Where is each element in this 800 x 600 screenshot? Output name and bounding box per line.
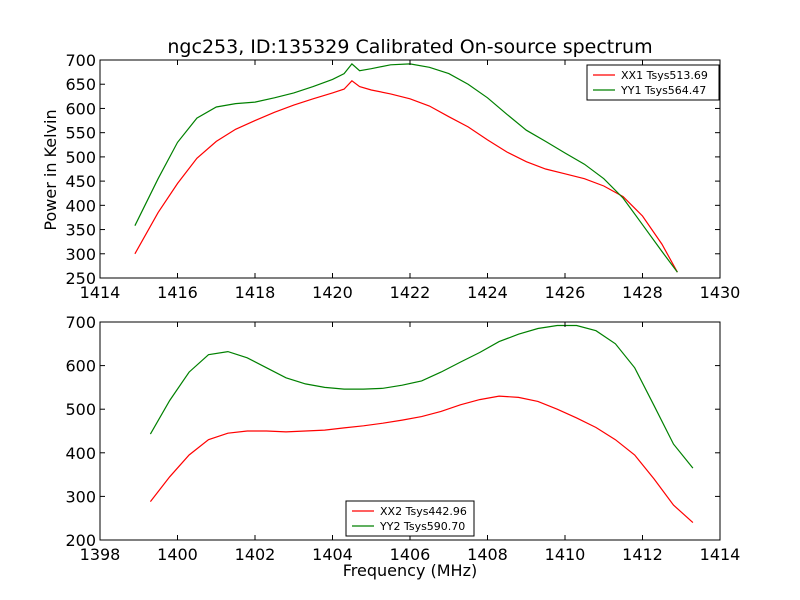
y-tick-label: 300	[65, 487, 96, 506]
series-line-yy	[134, 63, 678, 273]
y-tick-label: 500	[65, 148, 96, 167]
x-tick-label: 1414	[80, 283, 121, 302]
legend-entry-label: XX2 Tsys442.96	[380, 505, 467, 518]
series-line-yy	[149, 324, 694, 469]
x-tick-label: 1420	[312, 283, 353, 302]
y-tick-label: 600	[65, 357, 96, 376]
x-tick-label: 1424	[467, 283, 508, 302]
y-tick-label: 450	[65, 172, 96, 191]
top-panel-y-axis-label: Power in Kelvin	[41, 109, 60, 230]
top-panel-title: ngc253, ID:135329 Calibrated On-source s…	[167, 36, 652, 58]
x-tick-label: 1416	[157, 283, 198, 302]
y-tick-label: 200	[65, 531, 96, 550]
x-tick-label: 1410	[545, 545, 586, 564]
top-panel: ngc253, ID:135329 Calibrated On-source s…	[41, 36, 740, 302]
top-panel-plot-area: 1414 1416 1418 1420 1422 1424 1426 1428 1430 250 3…	[65, 51, 740, 302]
y-tick-label: 400	[65, 444, 96, 463]
x-tick-label: 1406	[390, 545, 431, 564]
y-tick-label: 600	[65, 99, 96, 118]
y-tick-label: 550	[65, 124, 96, 143]
legend: XX2 Tsys442.96 YY2 Tsys590.70	[345, 500, 475, 537]
x-tick-label: 1402	[235, 545, 276, 564]
series-group	[134, 63, 678, 273]
bottom-panel-plot-area: 1398 1400 1402 1404 1406 1408 1410 1412 1414 200 3…	[65, 313, 740, 564]
legend-box	[345, 500, 475, 537]
y-tick-label: 700	[65, 313, 96, 332]
series-line-xx	[149, 395, 694, 524]
y-tick-label: 400	[65, 196, 96, 215]
series-line-xx	[134, 79, 678, 273]
x-tick-label: 1400	[157, 545, 198, 564]
bottom-panel-x-axis-label: Frequency (MHz)	[343, 561, 477, 580]
x-tick-label: 1426	[545, 283, 586, 302]
legend-box	[586, 64, 720, 101]
bottom-panel: Frequency (MHz) 1398 1400 1402 1404 1406 1408…	[65, 313, 740, 580]
y-tick-label: 500	[65, 400, 96, 419]
series-group	[149, 324, 694, 524]
y-tick-label: 250	[65, 269, 96, 288]
y-tick-label: 300	[65, 245, 96, 264]
y-tick-label: 350	[65, 221, 96, 240]
x-tick-label: 1398	[80, 545, 121, 564]
legend-entry-label: YY2 Tsys590.70	[379, 520, 465, 533]
legend-entry-label: XX1 Tsys513.69	[621, 69, 708, 82]
y-tick-label: 700	[65, 51, 96, 70]
x-tick-label: 1414	[700, 545, 741, 564]
x-tick-label: 1422	[390, 283, 431, 302]
x-tick-label: 1430	[700, 283, 741, 302]
x-tick-label: 1412	[622, 545, 663, 564]
legend: XX1 Tsys513.69 YY1 Tsys564.47	[586, 64, 720, 101]
legend-entry-label: YY1 Tsys564.47	[620, 84, 706, 97]
y-tick-label: 650	[65, 75, 96, 94]
x-tick-label: 1404	[312, 545, 353, 564]
x-tick-label: 1418	[235, 283, 276, 302]
x-tick-label: 1428	[622, 283, 663, 302]
x-tick-label: 1408	[467, 545, 508, 564]
